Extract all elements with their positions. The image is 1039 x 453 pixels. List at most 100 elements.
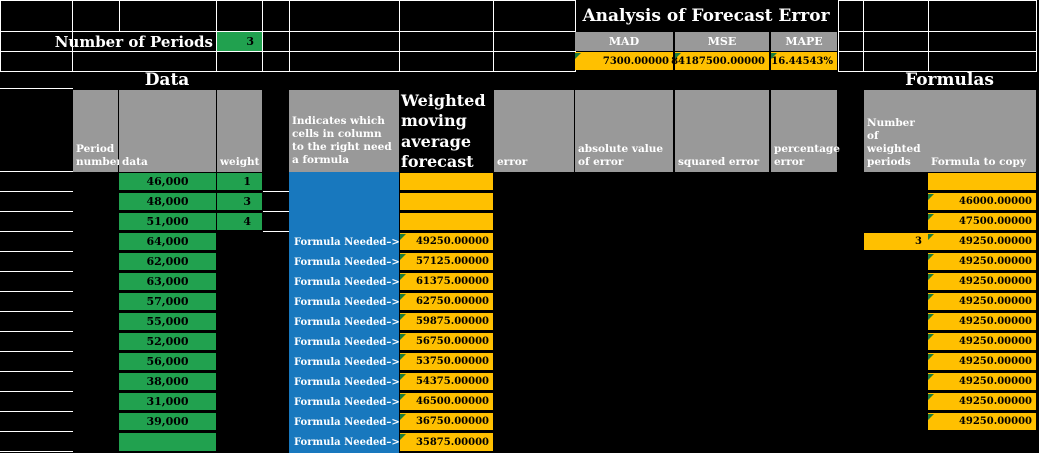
data-cell[interactable]: 51,000 (119, 212, 216, 232)
empty-cell[interactable] (216, 0, 263, 32)
forecast-cell[interactable]: 53750.00000 (400, 352, 493, 372)
formula-to-copy-cell[interactable]: 49250.00000 (928, 372, 1036, 392)
mse-header[interactable]: MSE (675, 32, 769, 51)
data-cell[interactable]: 63,000 (119, 272, 216, 292)
empty-cell[interactable] (119, 0, 217, 32)
formula-to-copy-cell[interactable] (928, 172, 1036, 192)
formula-needed-cell[interactable]: Formula Needed –> (294, 437, 400, 448)
empty-cell[interactable] (493, 0, 576, 32)
empty-cell[interactable] (493, 31, 576, 52)
forecast-cell[interactable]: 35875.00000 (400, 432, 493, 453)
forecast-cell[interactable]: 61375.00000 (400, 272, 493, 292)
formula-needed-cell[interactable]: Formula Needed –> (294, 316, 400, 328)
number-of-periods-label[interactable]: Number of Periods (55, 31, 217, 52)
data-cell[interactable]: 31,000 (119, 392, 216, 412)
empty-cell[interactable] (289, 0, 400, 32)
formula-needed-cell[interactable]: Formula Needed –> (294, 276, 400, 288)
data-cell[interactable]: 64,000 (119, 232, 216, 252)
empty-cell[interactable] (216, 51, 263, 72)
period-number-header[interactable]: Period number (73, 90, 122, 172)
formula-to-copy-cell[interactable]: 49250.00000 (928, 312, 1036, 332)
empty-cell[interactable] (928, 31, 1037, 52)
empty-cell[interactable] (289, 31, 400, 52)
forecast-cell[interactable] (400, 212, 493, 232)
empty-cell[interactable] (0, 0, 73, 32)
forecast-cell[interactable]: 54375.00000 (400, 372, 493, 392)
mad-value-cell[interactable]: 7300.00000 (575, 52, 673, 70)
forecast-cell[interactable]: 56750.00000 (400, 332, 493, 352)
weighted-periods-cell[interactable]: 3 (864, 232, 928, 252)
empty-cell[interactable] (72, 51, 217, 72)
formula-to-copy-cell[interactable]: 49250.00000 (928, 232, 1036, 252)
empty-cell[interactable] (262, 31, 290, 52)
empty-cell[interactable] (863, 31, 929, 52)
analysis-section-title[interactable]: Analysis of Forecast Error (582, 6, 830, 26)
number-of-periods-cell[interactable]: 3 (216, 31, 263, 52)
data-cell[interactable] (119, 432, 216, 453)
data-header[interactable]: data (119, 90, 216, 172)
formula-to-copy-header[interactable]: Formula to copy (928, 90, 1036, 172)
formula-needed-cell[interactable]: Formula Needed –> (294, 296, 400, 308)
formula-to-copy-cell[interactable]: 49250.00000 (928, 292, 1036, 312)
empty-cell[interactable] (289, 51, 400, 72)
empty-cell[interactable] (838, 0, 864, 32)
empty-cell[interactable] (863, 0, 929, 32)
formula-to-copy-cell[interactable]: 46000.00000 (928, 192, 1036, 212)
forecast-cell[interactable]: 62750.00000 (400, 292, 493, 312)
empty-cell[interactable] (262, 51, 290, 72)
formula-needed-cell[interactable]: Formula Needed –> (294, 356, 400, 368)
formula-needed-cell[interactable]: Formula Needed –> (294, 336, 400, 348)
empty-cell[interactable] (399, 0, 494, 32)
forecast-cell[interactable]: 59875.00000 (400, 312, 493, 332)
formula-to-copy-cell[interactable]: 49250.00000 (928, 412, 1036, 432)
weight-cell[interactable]: 3 (217, 192, 262, 212)
formula-to-copy-cell[interactable]: 49250.00000 (928, 332, 1036, 352)
percentage-error-header[interactable]: percentage error (771, 90, 840, 172)
abs-error-header[interactable]: absolute value of error (575, 90, 673, 172)
empty-cell[interactable] (928, 0, 1037, 32)
formulas-section-title[interactable]: Formulas (905, 70, 994, 90)
data-cell[interactable]: 52,000 (119, 332, 216, 352)
formula-to-copy-cell[interactable]: 47500.00000 (928, 212, 1036, 232)
data-cell[interactable]: 62,000 (119, 252, 216, 272)
data-cell[interactable]: 56,000 (119, 352, 216, 372)
formula-to-copy-cell[interactable]: 49250.00000 (928, 252, 1036, 272)
forecast-cell[interactable]: 57125.00000 (400, 252, 493, 272)
empty-cell[interactable] (838, 31, 864, 52)
empty-cell[interactable] (928, 51, 1037, 72)
mse-value-cell[interactable]: 84187500.00000 (671, 52, 769, 70)
formula-needed-cell[interactable]: Formula Needed –> (294, 256, 400, 268)
empty-cell[interactable] (838, 51, 864, 72)
mad-header[interactable]: MAD (575, 32, 673, 51)
empty-cell[interactable] (72, 0, 120, 32)
weight-cell[interactable]: 4 (217, 212, 262, 232)
formula-indicator-header[interactable]: Indicates which cells in column to the r… (289, 90, 399, 172)
weight-header[interactable]: weight (217, 90, 262, 172)
squared-error-header[interactable]: squared error (675, 90, 769, 172)
formula-needed-cell[interactable]: Formula Needed –> (294, 236, 400, 248)
formula-to-copy-cell[interactable]: 49250.00000 (928, 392, 1036, 412)
weight-cell[interactable]: 1 (217, 172, 262, 192)
forecast-cell[interactable]: 46500.00000 (400, 392, 493, 412)
empty-cell[interactable] (399, 51, 494, 72)
data-cell[interactable]: 39,000 (119, 412, 216, 432)
data-cell[interactable]: 38,000 (119, 372, 216, 392)
forecast-cell[interactable]: 36750.00000 (400, 412, 493, 432)
weighted-periods-header[interactable]: Number of weighted periods (864, 90, 928, 172)
mape-value-cell[interactable]: 16.44543% (771, 52, 837, 70)
empty-cell[interactable] (0, 51, 73, 72)
formula-indicator-column[interactable] (289, 172, 399, 453)
forecast-cell[interactable]: 49250.00000 (400, 232, 493, 252)
empty-cell[interactable] (493, 51, 576, 72)
formula-needed-cell[interactable]: Formula Needed –> (294, 416, 400, 428)
data-section-title[interactable]: Data (144, 70, 190, 90)
formula-needed-cell[interactable]: Formula Needed –> (294, 376, 400, 388)
empty-cell[interactable] (863, 51, 929, 72)
data-cell[interactable]: 55,000 (119, 312, 216, 332)
data-cell[interactable]: 46,000 (119, 172, 216, 192)
forecast-header[interactable]: Weighted moving average forecast (401, 91, 486, 172)
data-cell[interactable]: 48,000 (119, 192, 216, 212)
formula-needed-cell[interactable]: Formula Needed –> (294, 396, 400, 408)
formula-to-copy-cell[interactable]: 49250.00000 (928, 352, 1036, 372)
mape-header[interactable]: MAPE (771, 32, 837, 51)
